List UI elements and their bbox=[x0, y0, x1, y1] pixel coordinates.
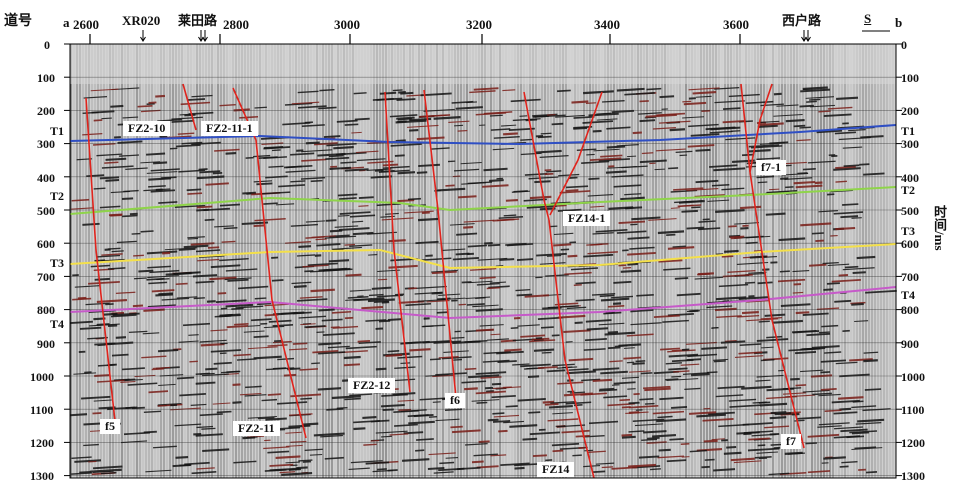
horizon-t4 bbox=[69, 286, 897, 320]
fault-fz2-11 bbox=[255, 139, 307, 439]
fault-label-fz14: FZ14 bbox=[537, 462, 575, 477]
trace-tick-3200: 3200 bbox=[466, 17, 492, 32]
time-tick-right-100: 100 bbox=[901, 71, 919, 85]
trace-tick-3600: 3600 bbox=[723, 17, 749, 32]
time-tick-left-1200: 1200 bbox=[30, 436, 54, 450]
time-tick-left-300: 300 bbox=[37, 137, 55, 151]
time-gridlines bbox=[70, 43, 896, 476]
time-tick-right-500: 500 bbox=[901, 204, 919, 218]
direction-label: S bbox=[864, 11, 872, 26]
fault-label-f5: f5 bbox=[100, 419, 120, 434]
time-axis-title: 时间/ms bbox=[932, 205, 947, 251]
arrow-xr020 bbox=[140, 30, 146, 42]
horizon-lines bbox=[69, 124, 897, 320]
arrow-laitian-1 bbox=[198, 30, 204, 42]
time-tick-right-800: 800 bbox=[901, 303, 919, 317]
time-tick-left-600: 600 bbox=[37, 237, 55, 251]
horizon-t1 bbox=[69, 124, 897, 146]
landmark-laitian-road: 莱田路 bbox=[178, 13, 218, 28]
time-tick-left-0: 0 bbox=[44, 38, 50, 52]
horizon-label-left-t1: T1 bbox=[50, 124, 65, 138]
time-tick-left-800: 800 bbox=[37, 303, 55, 317]
time-tick-right-1300: 1300 bbox=[901, 469, 925, 483]
fault-fz2-10 bbox=[182, 83, 197, 131]
fault-label-fz14-1: FZ14-1 bbox=[563, 211, 611, 226]
time-tick-right-300: 300 bbox=[901, 137, 919, 151]
time-tick-right-1000: 1000 bbox=[901, 370, 925, 384]
arrow-laitian-2 bbox=[202, 30, 208, 42]
time-tick-left-200: 200 bbox=[37, 104, 55, 118]
time-tick-left-700: 700 bbox=[37, 270, 55, 284]
fault-fz2-12 bbox=[384, 91, 411, 393]
fault-fz14-1 bbox=[523, 91, 550, 221]
trace-tick-2600: 2600 bbox=[73, 17, 99, 32]
horizon-t2 bbox=[69, 186, 897, 215]
trace-tick-3400: 3400 bbox=[594, 17, 620, 32]
trace-number-label: 道号 bbox=[4, 14, 32, 29]
plot-frame bbox=[69, 43, 897, 479]
time-tick-right-1200: 1200 bbox=[901, 436, 925, 450]
time-tick-left-1100: 1100 bbox=[30, 403, 54, 417]
fault-f5 bbox=[85, 97, 117, 431]
fault-f6 bbox=[423, 89, 457, 399]
horizon-label-right-t3: T3 bbox=[901, 224, 916, 238]
time-tick-left-1000: 1000 bbox=[30, 370, 54, 384]
time-tick-right-200: 200 bbox=[901, 104, 919, 118]
fault-label-f7: f7 bbox=[781, 434, 801, 449]
landmark-xihu-road: 西户路 bbox=[782, 13, 822, 28]
time-tick-right-700: 700 bbox=[901, 270, 919, 284]
fault-label-fz2-12: FZ2-12 bbox=[348, 378, 396, 393]
axis-frame bbox=[64, 30, 902, 479]
horizon-label-left-t4: T4 bbox=[50, 317, 65, 331]
time-tick-left-400: 400 bbox=[37, 171, 55, 185]
horizon-label-left-t2: T2 bbox=[50, 189, 65, 203]
time-tick-right-1100: 1100 bbox=[901, 403, 925, 417]
fault-label-f6: f6 bbox=[445, 393, 465, 408]
horizon-label-left-t3: T3 bbox=[50, 256, 65, 270]
time-tick-left-1300: 1300 bbox=[30, 469, 54, 483]
time-tick-left-100: 100 bbox=[37, 71, 55, 85]
landmark-xr020: XR020 bbox=[122, 13, 161, 28]
time-tick-right-0: 0 bbox=[901, 38, 907, 52]
line-start-label: a bbox=[63, 15, 70, 30]
arrow-xihu-1 bbox=[801, 30, 807, 42]
fault-label-fz2-11-1: FZ2-11-1 bbox=[201, 121, 258, 136]
trace-tick-2800: 2800 bbox=[223, 17, 249, 32]
fault-label-f7-1: f7-1 bbox=[756, 160, 786, 175]
time-tick-right-600: 600 bbox=[901, 237, 919, 251]
fault-fz14-1-b bbox=[549, 91, 603, 216]
horizon-label-right-t4: T4 bbox=[901, 288, 916, 302]
fault-f7-1-b bbox=[749, 83, 773, 173]
fault-label-fz2-10: FZ2-10 bbox=[123, 121, 171, 136]
arrow-xihu-2 bbox=[805, 30, 811, 42]
time-tick-right-900: 900 bbox=[901, 337, 919, 351]
fault-label-fz2-11: FZ2-11 bbox=[233, 421, 280, 436]
horizon-label-right-t2: T2 bbox=[901, 183, 916, 197]
fault-f7 bbox=[749, 171, 805, 449]
horizon-label-right-t1: T1 bbox=[901, 124, 916, 138]
line-end-label: b bbox=[895, 15, 903, 30]
fault-f7-1 bbox=[740, 83, 751, 173]
fault-fz14 bbox=[548, 219, 595, 479]
fault-lines bbox=[85, 83, 805, 479]
trace-tick-3000: 3000 bbox=[334, 17, 360, 32]
time-tick-left-500: 500 bbox=[37, 204, 55, 218]
time-tick-right-400: 400 bbox=[901, 171, 919, 185]
time-tick-left-900: 900 bbox=[37, 337, 55, 351]
horizon-t3 bbox=[69, 243, 897, 270]
